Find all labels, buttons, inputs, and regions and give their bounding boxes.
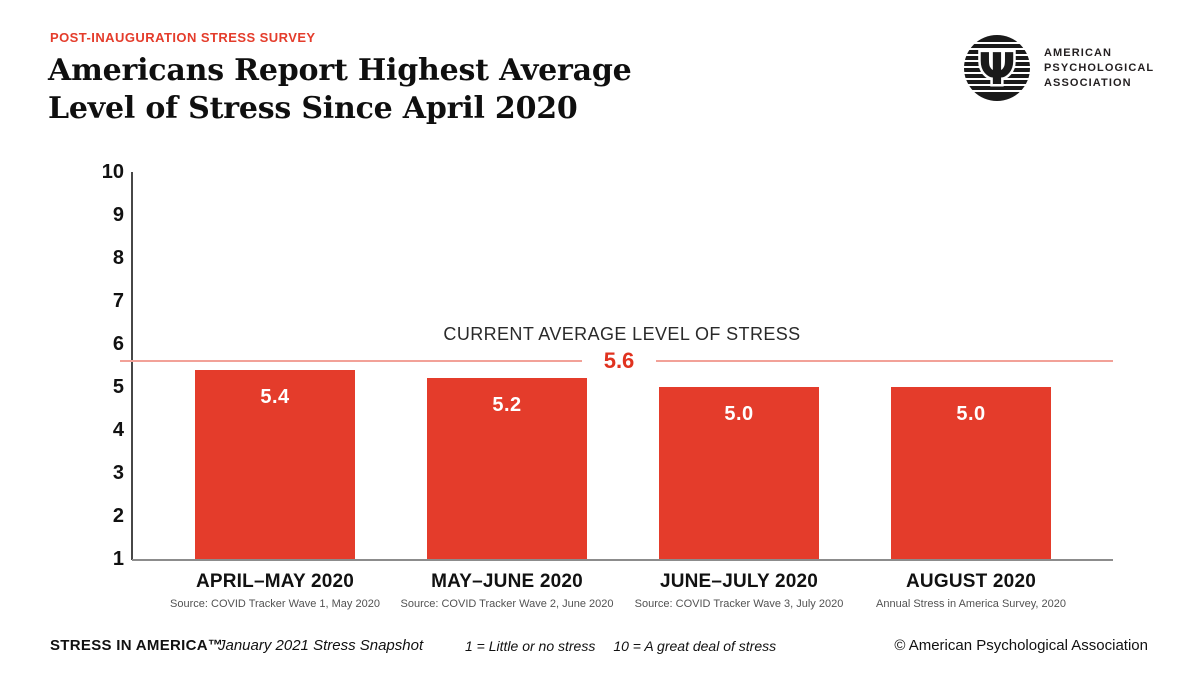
footer-subtitle: January 2021 Stress Snapshot: [218, 637, 424, 654]
y-axis-tick-1: 1: [112, 548, 124, 570]
x-axis-line: [132, 559, 1113, 561]
x-axis-label-3: JUNE–JULY 2020 Source: COVID Tracker Wave…: [623, 571, 855, 610]
bar-3: 5.0: [659, 387, 819, 559]
y-axis-tick-8: 8: [112, 247, 124, 269]
y-axis-tick-5: 5: [112, 376, 124, 398]
category-source: Source: COVID Tracker Wave 1, May 2020: [170, 598, 380, 610]
y-axis-tick-10: 10: [101, 161, 124, 183]
bar-value-label: 5.2: [492, 394, 522, 417]
category-label: MAY–JUNE 2020: [431, 571, 583, 592]
footer-brand: STRESS IN AMERICA™: [50, 637, 224, 654]
scale-note-max: 10 = A great deal of stress: [613, 638, 777, 654]
y-axis-tick-7: 7: [112, 290, 124, 312]
x-axis-label-2: MAY–JUNE 2020 Source: COVID Tracker Wave …: [391, 571, 623, 610]
bar-2: 5.2: [427, 378, 587, 559]
y-axis-tick-4: 4: [112, 419, 124, 441]
apa-logo-text: AMERICAN PSYCHOLOGICAL ASSOCIATION: [1044, 46, 1154, 91]
scale-note-min: 1 = Little or no stress: [465, 638, 596, 654]
bar-value-label: 5.0: [724, 403, 754, 425]
copyright: © American Psychological Association: [894, 637, 1148, 654]
bar-1: 5.4: [195, 369, 355, 559]
reference-line-left: [120, 360, 582, 363]
page-title: Americans Report Highest Average Level of…: [48, 52, 632, 128]
y-axis-tick-6: 6: [112, 333, 124, 355]
bar-value-label: 5.0: [956, 403, 986, 425]
kicker: POST-INAUGURATION STRESS SURVEY: [50, 30, 316, 45]
reference-caption: CURRENT AVERAGE LEVEL OF STRESS: [443, 324, 801, 345]
apa-psi-icon: Ψ: [964, 35, 1030, 101]
category-label: JUNE–JULY 2020: [659, 571, 819, 592]
title-line-2: Level of Stress Since April 2020: [48, 91, 578, 126]
apa-logo-line: PSYCHOLOGICAL: [1044, 61, 1155, 74]
apa-logo: Ψ AMERICAN PSYCHOLOGICAL ASSOCIATION: [964, 35, 1154, 101]
y-axis-line: [131, 172, 133, 560]
y-axis-tick-2: 2: [112, 505, 124, 527]
x-axis-label-1: APRIL–MAY 2020 Source: COVID Tracker Wave…: [159, 571, 391, 610]
bar-value-label: 5.4: [260, 385, 290, 408]
svg-text:Ψ: Ψ: [978, 44, 1015, 95]
y-axis-tick-9: 9: [112, 204, 124, 226]
apa-logo-line: ASSOCIATION: [1044, 76, 1132, 89]
category-source: Source: COVID Tracker Wave 2, June 2020: [400, 598, 614, 610]
category-source: Source: COVID Tracker Wave 3, July 2020: [634, 598, 844, 610]
reference-value-label: 5.6: [603, 348, 635, 374]
bar-4: 5.0: [891, 387, 1051, 559]
title-line-1: Americans Report Highest Average: [48, 53, 632, 88]
category-label: AUGUST 2020: [906, 571, 1036, 592]
apa-logo-line: AMERICAN: [1044, 46, 1113, 59]
reference-line-right: [656, 360, 1113, 363]
x-axis-label-4: AUGUST 2020 Annual Stress in America Surv…: [855, 571, 1087, 610]
category-label: APRIL–MAY 2020: [195, 571, 355, 592]
category-source: Annual Stress in America Survey, 2020: [876, 598, 1066, 610]
y-axis-tick-3: 3: [112, 462, 124, 484]
scale-notes: 1 = Little or no stress 10 = A great dea…: [465, 638, 776, 654]
